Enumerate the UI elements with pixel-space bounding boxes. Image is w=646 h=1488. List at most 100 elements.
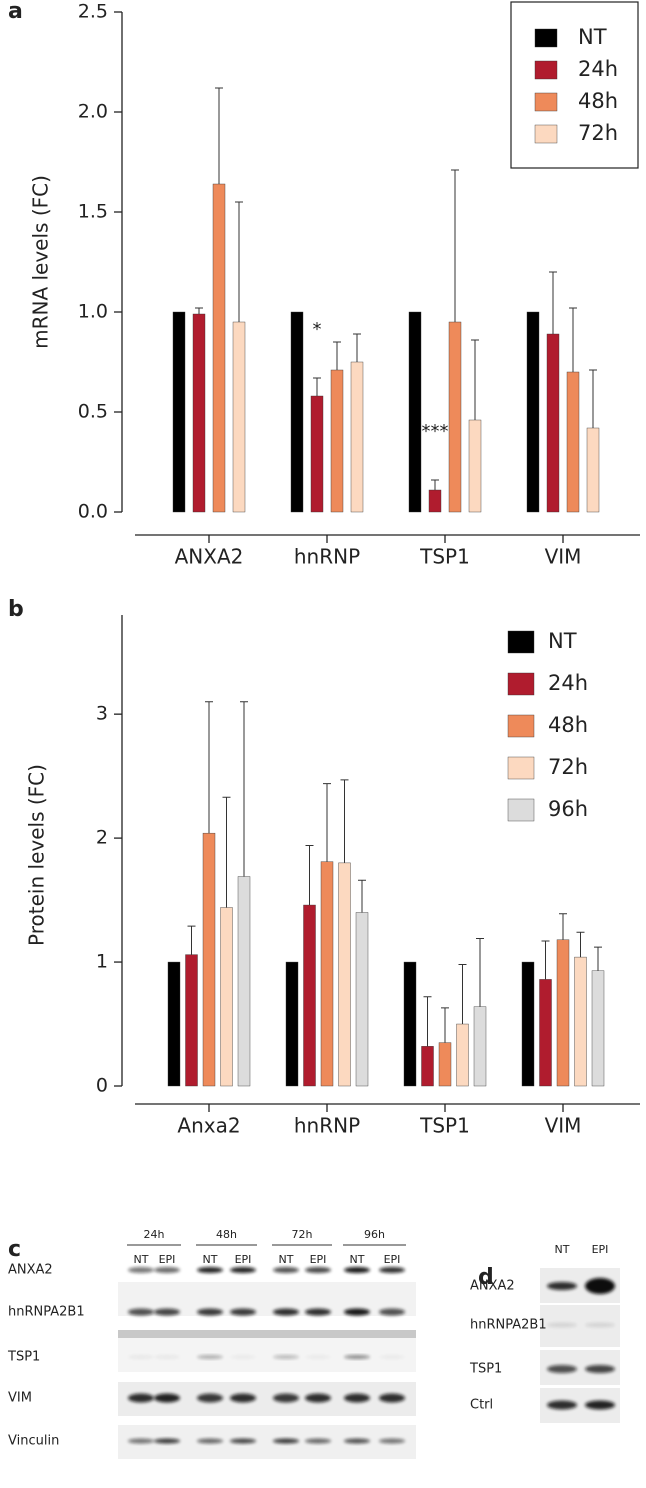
- bar: [428, 489, 442, 513]
- row-label: VIM: [8, 1391, 32, 1406]
- legend-label: 72h: [578, 121, 618, 145]
- error-bar: [594, 946, 602, 971]
- y-axis-label: Protein levels (FC): [25, 764, 49, 946]
- blot-band: [154, 1355, 180, 1359]
- error-bar: [576, 931, 585, 958]
- legend-swatch: [534, 124, 558, 144]
- blot-band: [154, 1308, 180, 1316]
- lane-label: NT: [279, 1253, 294, 1266]
- y-tick-label: 1: [96, 951, 108, 973]
- row-label: Vinculin: [8, 1434, 59, 1449]
- bar: [403, 961, 417, 1087]
- x-tick-label: VIM: [545, 545, 582, 569]
- error-bar: [549, 271, 557, 334]
- blot-band: [230, 1393, 256, 1403]
- legend-label: 24h: [548, 671, 588, 695]
- bar: [167, 961, 181, 1087]
- blot-band: [379, 1393, 405, 1403]
- legend-label: 48h: [578, 89, 618, 113]
- bar: [456, 1023, 469, 1087]
- legend-label: 72h: [548, 755, 588, 779]
- error-bar: [305, 845, 314, 906]
- error-bar: [340, 779, 349, 863]
- blot-band: [154, 1267, 180, 1273]
- legend-label: 96h: [548, 797, 588, 821]
- bar: [546, 333, 560, 513]
- lane-label: EPI: [384, 1253, 401, 1266]
- bar: [521, 961, 535, 1087]
- blot-band: [305, 1267, 331, 1273]
- bar: [185, 954, 198, 1087]
- blot-band: [128, 1267, 154, 1273]
- blot-band: [547, 1322, 577, 1328]
- legend-swatch: [507, 756, 535, 780]
- panel-label: a: [8, 0, 23, 24]
- legend-label: 24h: [578, 57, 618, 81]
- lane-label: EPI: [159, 1253, 176, 1266]
- blot-band: [305, 1393, 331, 1403]
- bar: [303, 904, 316, 1087]
- bar: [350, 361, 364, 513]
- error-bar: [313, 377, 321, 396]
- blot-band: [547, 1282, 577, 1290]
- panel-label: c: [8, 1237, 21, 1262]
- blot-band: [273, 1438, 299, 1444]
- x-tick-label: Anxa2: [177, 1114, 240, 1138]
- bar: [448, 321, 462, 513]
- error-bar: [431, 479, 439, 490]
- blot-band: [379, 1438, 405, 1444]
- y-tick-label: 0.0: [78, 501, 108, 523]
- blot-strip: [118, 1338, 416, 1372]
- blot-band: [344, 1393, 370, 1403]
- error-bar: [222, 796, 231, 908]
- blot-band: [128, 1438, 154, 1444]
- blot-band: [379, 1355, 405, 1359]
- legend-swatch: [534, 92, 558, 112]
- error-bar: [333, 341, 341, 370]
- timepoint-label: 72h: [292, 1228, 313, 1241]
- x-tick-label: hnRNP: [294, 1114, 360, 1138]
- legend-swatch: [534, 60, 558, 80]
- x-tick-label: ANXA2: [175, 545, 244, 569]
- blot-band: [547, 1400, 577, 1410]
- y-tick-label: 0.5: [78, 401, 108, 423]
- blot-band: [230, 1355, 256, 1359]
- annotation: ***: [422, 421, 449, 442]
- y-tick-label: 2.0: [78, 101, 108, 123]
- blot-band: [273, 1393, 299, 1403]
- panel-label: b: [8, 597, 24, 622]
- bar: [566, 371, 580, 513]
- bar: [192, 313, 206, 513]
- bar: [285, 961, 299, 1087]
- x-tick-label: TSP1: [419, 1114, 470, 1138]
- blot-band: [128, 1393, 154, 1403]
- blot-band: [344, 1267, 370, 1273]
- error-bar: [451, 169, 459, 322]
- blot-band: [305, 1438, 331, 1444]
- error-bar: [441, 1007, 449, 1043]
- row-label: ANXA2: [8, 1263, 53, 1278]
- blot-band: [585, 1365, 615, 1373]
- blot-band: [128, 1355, 154, 1359]
- y-tick-label: 3: [96, 703, 108, 725]
- bar: [408, 311, 422, 513]
- y-tick-label: 1.0: [78, 301, 108, 323]
- blot-band: [273, 1267, 299, 1273]
- blot-band: [585, 1322, 615, 1328]
- error-bar: [476, 938, 484, 1007]
- error-bar: [423, 996, 432, 1047]
- lane-label: NT: [555, 1243, 570, 1256]
- row-label: hnRNPA2B1: [8, 1305, 85, 1320]
- timepoint-label: 96h: [364, 1228, 385, 1241]
- blot-band: [197, 1355, 223, 1359]
- error-bar: [240, 701, 248, 877]
- error-bar: [589, 369, 597, 428]
- error-bar: [215, 87, 223, 184]
- bar: [220, 907, 233, 1087]
- bar: [320, 861, 334, 1087]
- bar: [421, 1046, 434, 1087]
- legend-swatch: [507, 672, 535, 696]
- row-label: TSP1: [469, 1362, 502, 1377]
- bar: [526, 311, 540, 513]
